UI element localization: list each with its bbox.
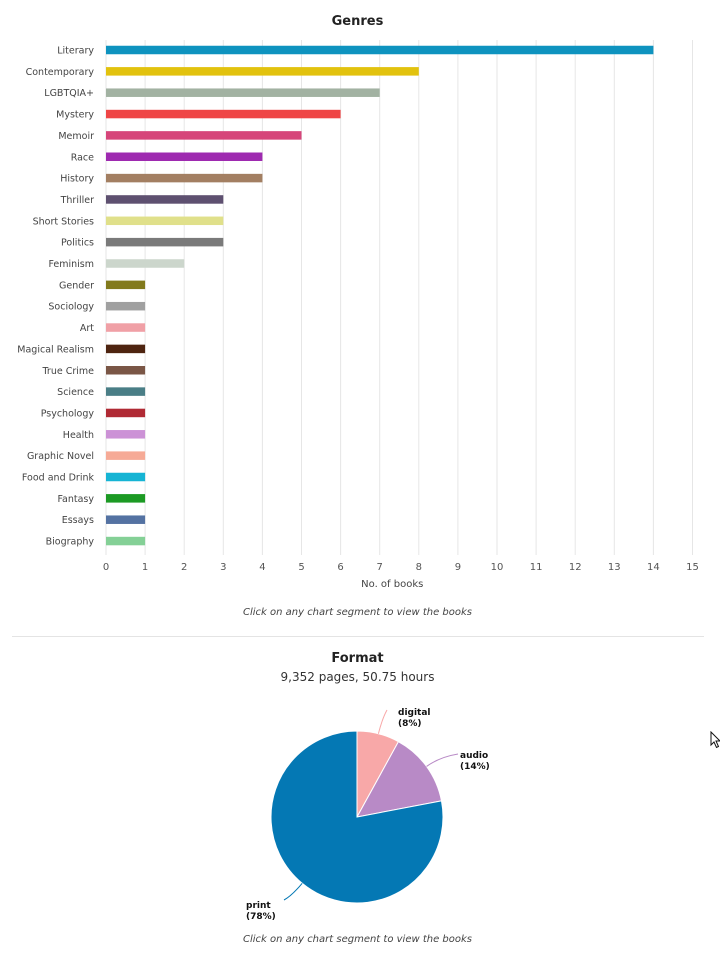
bar-contemporary[interactable] <box>106 67 419 76</box>
bar-memoir[interactable] <box>106 131 302 140</box>
category-label: Psychology <box>41 408 95 419</box>
x-tick-label: 12 <box>569 562 582 573</box>
category-label: Gender <box>59 280 94 291</box>
format-hint: Click on any chart segment to view the b… <box>242 934 473 945</box>
bar-short-stories[interactable] <box>106 216 224 226</box>
category-label: True Crime <box>42 366 95 377</box>
format-pie-chart: digital(8%) audio(14%) print(78%) <box>246 708 490 922</box>
pie-slice-print[interactable] <box>270 730 444 904</box>
x-tick-label: 10 <box>491 562 504 573</box>
category-label: Feminism <box>48 259 94 270</box>
bar-mystery[interactable] <box>106 109 341 119</box>
x-tick-label: 14 <box>647 562 660 573</box>
slice-label: audio <box>460 751 488 761</box>
x-axis-label: No. of books <box>361 579 423 590</box>
bar-true-crime[interactable] <box>106 366 146 375</box>
mouse-pointer-icon <box>710 730 720 753</box>
category-label: Fantasy <box>57 494 94 505</box>
bar-science[interactable] <box>106 387 146 396</box>
bar-sociology[interactable] <box>106 301 146 311</box>
category-label: Science <box>57 387 94 398</box>
bar-magical-realism[interactable] <box>106 344 146 354</box>
x-tick-label: 3 <box>220 562 226 573</box>
category-label: Mystery <box>56 110 94 121</box>
slice-percent-label: (14%) <box>460 762 490 772</box>
bar-feminism[interactable] <box>106 259 185 268</box>
x-tick-label: 8 <box>416 562 422 573</box>
category-label: Magical Realism <box>17 344 94 355</box>
format-subtitle: 9,352 pages, 50.75 hours <box>280 670 435 684</box>
bar-history[interactable] <box>106 173 263 183</box>
x-tick-label: 2 <box>181 562 187 573</box>
category-label: LGBTQIA+ <box>44 88 94 99</box>
genres-hint: Click on any chart segment to view the b… <box>242 607 473 618</box>
bar-essays[interactable] <box>106 515 146 524</box>
bar-graphic-novel[interactable] <box>106 451 146 460</box>
x-tick-label: 11 <box>530 562 543 573</box>
category-label: Health <box>63 430 94 441</box>
bar-thriller[interactable] <box>106 195 224 204</box>
category-label: Essays <box>62 515 94 526</box>
x-tick-label: 13 <box>608 562 621 573</box>
leader-line <box>377 709 388 734</box>
slice-label: digital <box>398 708 431 718</box>
category-label: Literary <box>57 46 94 57</box>
bar-fantasy[interactable] <box>106 494 146 503</box>
leader-line <box>283 882 303 901</box>
x-tick-label: 9 <box>455 562 461 573</box>
leader-line <box>426 753 459 767</box>
slice-label: print <box>246 901 271 911</box>
x-tick-label: 0 <box>103 562 109 573</box>
x-tick-label: 15 <box>686 562 699 573</box>
category-label: Politics <box>61 238 94 249</box>
bar-art[interactable] <box>106 323 146 332</box>
x-tick-label: 4 <box>259 562 265 573</box>
category-label: History <box>60 174 94 185</box>
bar-psychology[interactable] <box>106 408 146 418</box>
category-label: Short Stories <box>33 216 94 227</box>
bar-literary[interactable] <box>106 45 654 55</box>
bar-politics[interactable] <box>106 237 224 247</box>
genres-chart-title: Genres <box>331 14 384 29</box>
category-label: Contemporary <box>26 67 95 78</box>
format-chart-title: Format <box>331 651 384 666</box>
category-label: Thriller <box>60 195 94 206</box>
bar-lgbtqia[interactable] <box>106 88 380 97</box>
bar-biography[interactable] <box>106 536 146 546</box>
bar-race[interactable] <box>106 152 263 162</box>
section-divider <box>12 636 704 637</box>
category-label: Art <box>80 323 94 334</box>
category-label: Memoir <box>58 131 94 142</box>
bar-health[interactable] <box>106 430 146 439</box>
category-label: Biography <box>46 537 95 548</box>
slice-percent-label: (78%) <box>246 912 276 922</box>
x-tick-label: 5 <box>298 562 304 573</box>
bar-gender[interactable] <box>106 280 146 290</box>
x-tick-label: 6 <box>337 562 343 573</box>
bar-food-and-drink[interactable] <box>106 472 146 482</box>
slice-percent-label: (8%) <box>398 719 422 729</box>
category-label: Race <box>71 152 94 163</box>
x-tick-label: 1 <box>142 562 148 573</box>
category-label: Sociology <box>48 302 94 313</box>
category-label: Food and Drink <box>22 473 95 484</box>
x-tick-label: 7 <box>377 562 383 573</box>
category-label: Graphic Novel <box>27 451 94 462</box>
